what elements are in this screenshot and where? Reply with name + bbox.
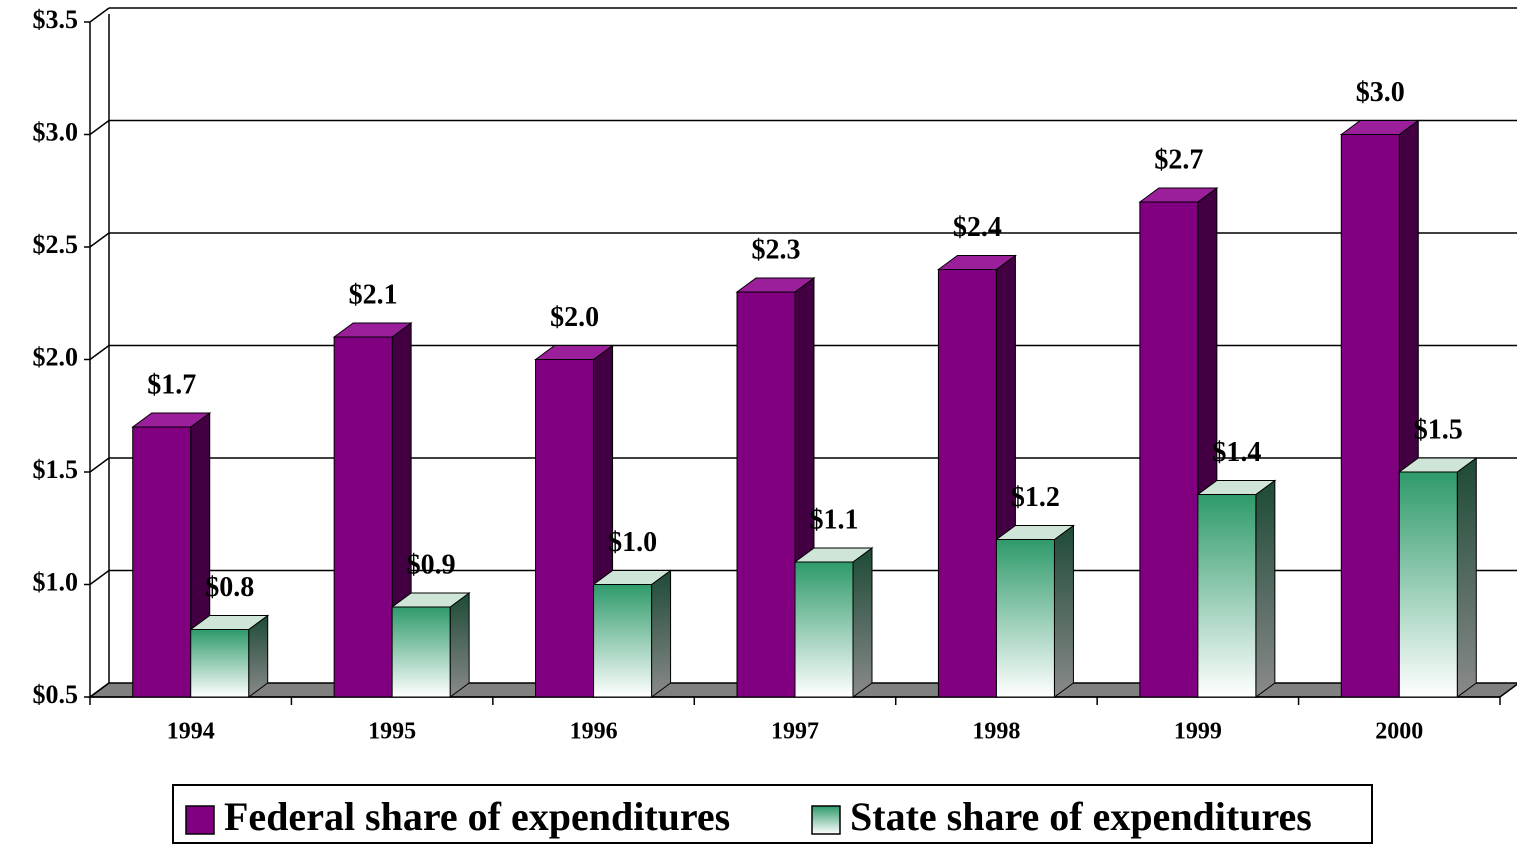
y-tick-label: $1.5 [33,455,79,484]
bar-side [651,569,672,698]
value-label: $2.3 [752,234,801,265]
bar [995,539,1055,698]
bar-side [1053,524,1074,698]
value-label: $0.8 [205,572,254,603]
y-tick-label: $2.0 [33,342,79,371]
wall-tick [89,569,110,586]
x-tick-label: 1997 [771,719,819,745]
value-label: $2.1 [349,279,398,310]
bar [937,269,997,698]
bar [333,336,393,698]
legend-swatch [185,805,215,835]
bar-side [1456,457,1477,698]
y-tick-label: $2.5 [33,230,79,259]
bar [535,359,595,698]
bar [1139,201,1199,698]
value-label: $1.1 [810,504,859,535]
value-label: $2.4 [953,212,1002,243]
wall-tick [89,7,110,23]
wall-tick [89,682,110,698]
x-tick-label: 1995 [368,719,416,745]
y-tick-label: $3.5 [33,5,79,34]
value-label: $1.7 [147,369,196,400]
value-label: $1.4 [1212,437,1261,468]
wall-tick [89,119,110,136]
x-tick-label: 1996 [570,719,618,745]
value-label: $1.5 [1414,414,1463,445]
wall-tick [89,344,110,361]
value-label: $2.0 [550,302,599,333]
bar [1398,471,1458,698]
bar [794,561,854,698]
legend-label: State share of expenditures [850,794,1312,839]
wall-tick [89,457,110,473]
value-label: $2.7 [1154,144,1203,175]
value-label: $1.0 [608,527,657,558]
bar [391,606,451,698]
value-label: $1.2 [1011,482,1060,513]
y-tick-label: $0.5 [33,680,79,709]
value-label: $0.9 [407,549,456,580]
x-tick-label: 1998 [972,719,1020,745]
bar [1197,494,1257,698]
x-tick-label: 1994 [167,719,215,745]
bar-side [1255,479,1276,698]
legend-swatch [811,805,841,835]
y-tick-label: $1.0 [33,567,79,596]
bar [132,426,192,698]
legend-box [172,784,1373,844]
y-tick-label: $3.0 [33,117,79,146]
x-tick-label: 2000 [1375,719,1423,745]
legend-label: Federal share of expenditures [224,794,730,839]
bar-side [449,592,470,698]
x-tick-label: 1999 [1174,719,1222,745]
bar-side [852,547,873,698]
bar [593,584,653,698]
value-label: $3.0 [1356,77,1405,108]
bar [736,291,796,698]
wall-tick [89,232,110,248]
bar [1340,134,1400,698]
bar [190,629,250,698]
